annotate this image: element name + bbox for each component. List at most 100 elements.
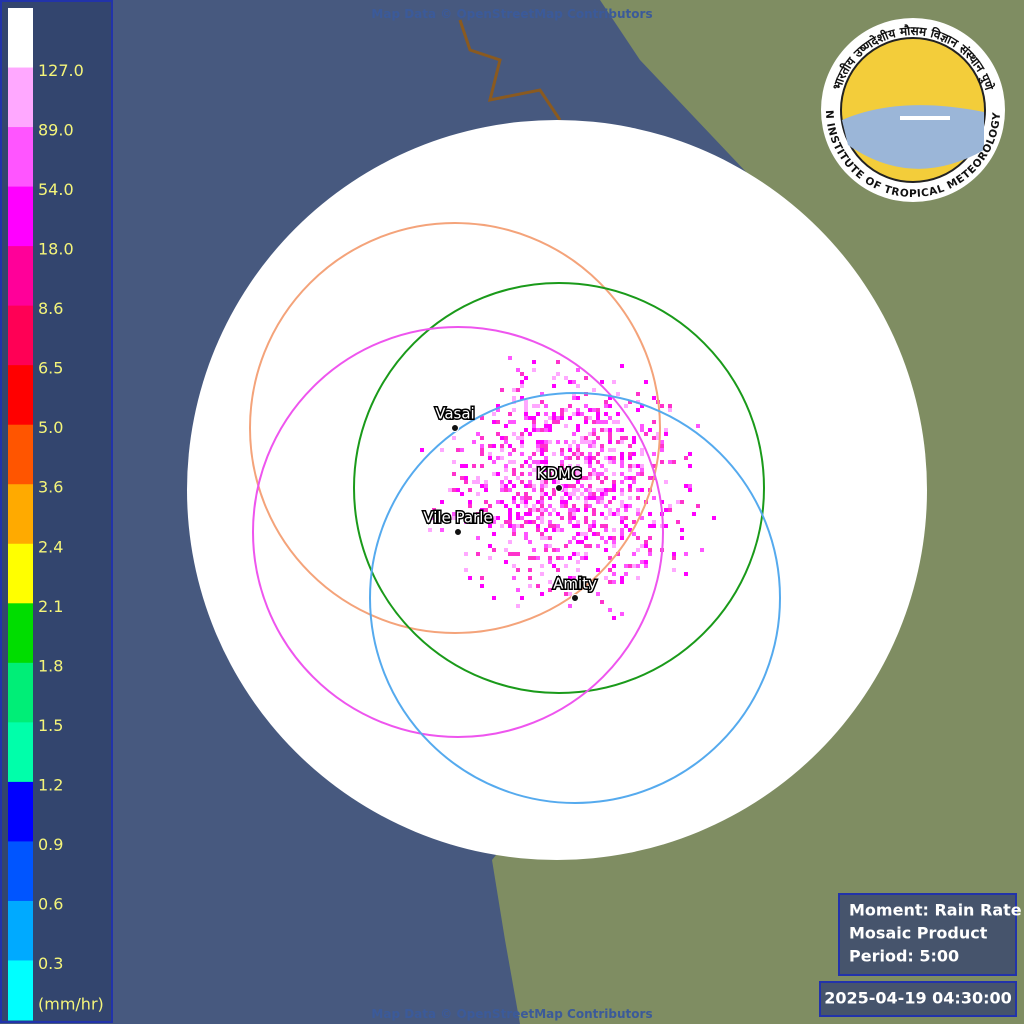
echo <box>532 508 536 512</box>
echo <box>576 552 580 556</box>
echo <box>468 504 472 508</box>
echo <box>520 596 524 600</box>
echo <box>520 472 524 476</box>
echo <box>684 484 688 488</box>
echo <box>576 488 580 492</box>
echo <box>568 508 572 512</box>
echo <box>592 520 596 524</box>
range-ring <box>249 222 661 634</box>
echo <box>528 540 532 544</box>
echo <box>684 456 688 460</box>
echo <box>500 436 504 440</box>
echo <box>584 416 588 420</box>
echo <box>592 428 596 432</box>
echo <box>556 416 560 420</box>
echo <box>496 404 500 408</box>
legend-label: 89.0 <box>38 121 74 140</box>
echo <box>584 376 588 380</box>
echo <box>620 364 624 368</box>
echo <box>524 536 528 540</box>
info-box <box>838 893 1017 976</box>
echo <box>576 480 580 484</box>
echo <box>528 520 532 524</box>
echo <box>584 508 588 512</box>
echo <box>580 540 584 544</box>
echo <box>536 428 540 432</box>
echo <box>564 544 568 548</box>
echo <box>556 568 560 572</box>
echo <box>540 472 544 476</box>
echo <box>544 464 548 468</box>
echo <box>572 396 576 400</box>
echo <box>528 508 532 512</box>
echo <box>548 428 552 432</box>
echo <box>520 372 524 376</box>
echo <box>640 544 644 548</box>
echo <box>692 512 696 516</box>
echo <box>544 536 548 540</box>
echo <box>596 532 600 536</box>
echo <box>516 504 520 508</box>
echo <box>664 432 668 436</box>
echo <box>536 472 540 476</box>
echo <box>576 472 580 476</box>
echo <box>552 492 556 496</box>
echo <box>592 444 596 448</box>
echo <box>432 516 436 520</box>
echo <box>528 556 532 560</box>
echo <box>552 564 556 568</box>
echo <box>572 476 576 480</box>
echo <box>536 476 540 480</box>
echo <box>576 464 580 468</box>
echo <box>532 548 536 552</box>
echo <box>524 520 528 524</box>
echo <box>516 568 520 572</box>
echo <box>696 424 700 428</box>
legend-label: 54.0 <box>38 180 74 199</box>
station-label: Vasai <box>435 405 474 423</box>
echo <box>580 476 584 480</box>
echo <box>512 448 516 452</box>
echo <box>584 532 588 536</box>
echo <box>608 404 612 408</box>
echo <box>540 428 544 432</box>
echo <box>540 500 544 504</box>
echo <box>572 552 576 556</box>
echo <box>592 468 596 472</box>
echo <box>700 548 704 552</box>
echo <box>596 472 600 476</box>
echo <box>620 440 624 444</box>
echo <box>504 440 508 444</box>
echo <box>544 428 548 432</box>
legend-swatch <box>8 722 33 783</box>
echo <box>584 544 588 548</box>
echo <box>512 472 516 476</box>
echo <box>500 480 504 484</box>
echo <box>540 504 544 508</box>
echo <box>652 396 656 400</box>
echo <box>488 544 492 548</box>
echo <box>560 464 564 468</box>
echo <box>492 520 496 524</box>
echo <box>576 468 580 472</box>
echo <box>504 464 508 468</box>
echo <box>496 500 500 504</box>
echo <box>544 492 548 496</box>
echo <box>540 532 544 536</box>
echo <box>644 380 648 384</box>
echo <box>556 468 560 472</box>
echo <box>596 460 600 464</box>
echo <box>564 488 568 492</box>
echo <box>476 480 480 484</box>
legend-label: 5.0 <box>38 418 63 437</box>
echo <box>524 492 528 496</box>
echo <box>568 472 572 476</box>
echo <box>516 476 520 480</box>
echo <box>568 556 572 560</box>
echo <box>576 524 580 528</box>
echo <box>584 436 588 440</box>
echo <box>524 404 528 408</box>
echo <box>620 612 624 616</box>
echo <box>640 404 644 408</box>
echo <box>644 564 648 568</box>
